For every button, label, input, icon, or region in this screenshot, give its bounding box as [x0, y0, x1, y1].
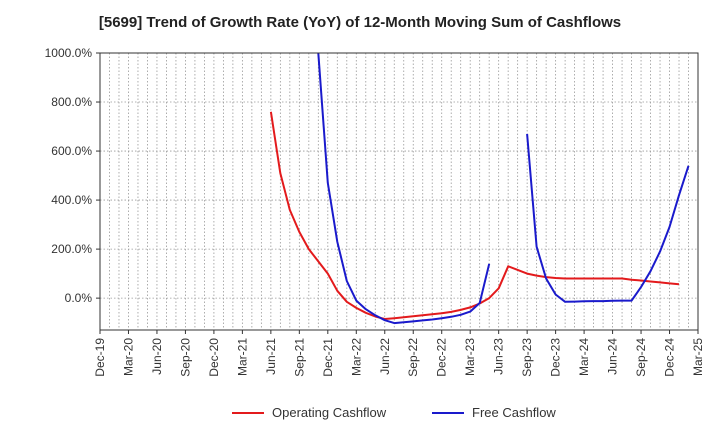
x-tick-label: Dec-21: [321, 338, 335, 377]
legend-label-operating-cashflow: Operating Cashflow: [272, 405, 387, 420]
legend-item-operating-cashflow: Operating Cashflow: [232, 405, 386, 420]
x-tick-label: Sep-23: [520, 338, 534, 377]
legend: Operating Cashflow Free Cashflow: [0, 405, 720, 425]
x-tick-label: Jun-24: [606, 338, 620, 375]
y-tick-label: 400.0%: [51, 193, 92, 207]
chart-title: [5699] Trend of Growth Rate (YoY) of 12-…: [98, 14, 622, 31]
y-tick-label: 800.0%: [51, 95, 92, 109]
y-tick-label: 0.0%: [65, 291, 93, 305]
x-tick-label: Sep-20: [178, 338, 192, 377]
plot-background: [100, 53, 698, 330]
series-lines: [269, 52, 690, 325]
x-tick-labels: Dec-19 Mar-20 Jun-20 Sep-20 Dec-20 Mar-21 Jun-…: [93, 330, 705, 377]
x-tick-label: Mar-21: [235, 338, 249, 376]
x-tick-label: Dec-23: [549, 338, 563, 377]
x-tick-label: Jun-20: [150, 338, 164, 375]
x-tick-label: Dec-20: [207, 338, 221, 377]
x-tick-label: Sep-21: [292, 338, 306, 377]
y-tick-label: 200.0%: [51, 242, 92, 256]
x-tick-label: Dec-24: [663, 338, 677, 377]
y-tick-label: 1000.0%: [45, 46, 93, 60]
x-tick-label: Jun-22: [378, 338, 392, 375]
x-tick-label: Mar-24: [577, 338, 591, 376]
legend-label-free-cashflow: Free Cashflow: [472, 405, 556, 420]
legend-swatch-operating-cashflow: [232, 411, 264, 414]
x-tick-label: Dec-19: [93, 338, 107, 377]
y-tick-labels: 1000.0% 800.0% 600.0% 400.0% 200.0% 0.0%: [45, 46, 100, 305]
x-tick-label: Sep-22: [406, 338, 420, 377]
y-tick-label: 600.0%: [51, 144, 92, 158]
x-tick-label: Dec-22: [435, 338, 449, 377]
legend-swatch-free-cashflow: [432, 411, 464, 414]
x-tick-label: Mar-25: [691, 338, 705, 376]
x-tick-label: Mar-20: [121, 338, 135, 376]
x-tick-label: Jun-21: [264, 338, 278, 375]
x-tick-label: Mar-22: [349, 338, 363, 376]
series-line-free-cashflow: [526, 133, 690, 303]
x-tick-label: Mar-23: [463, 338, 477, 376]
series-line-operating-cashflow: [269, 111, 680, 320]
plot-border: [99, 52, 699, 331]
x-tick-label: Sep-24: [634, 338, 648, 377]
series-line-free-cashflow: [317, 52, 491, 325]
x-tick-label: Jun-23: [492, 338, 506, 375]
legend-item-free-cashflow: Free Cashflow: [432, 405, 556, 420]
